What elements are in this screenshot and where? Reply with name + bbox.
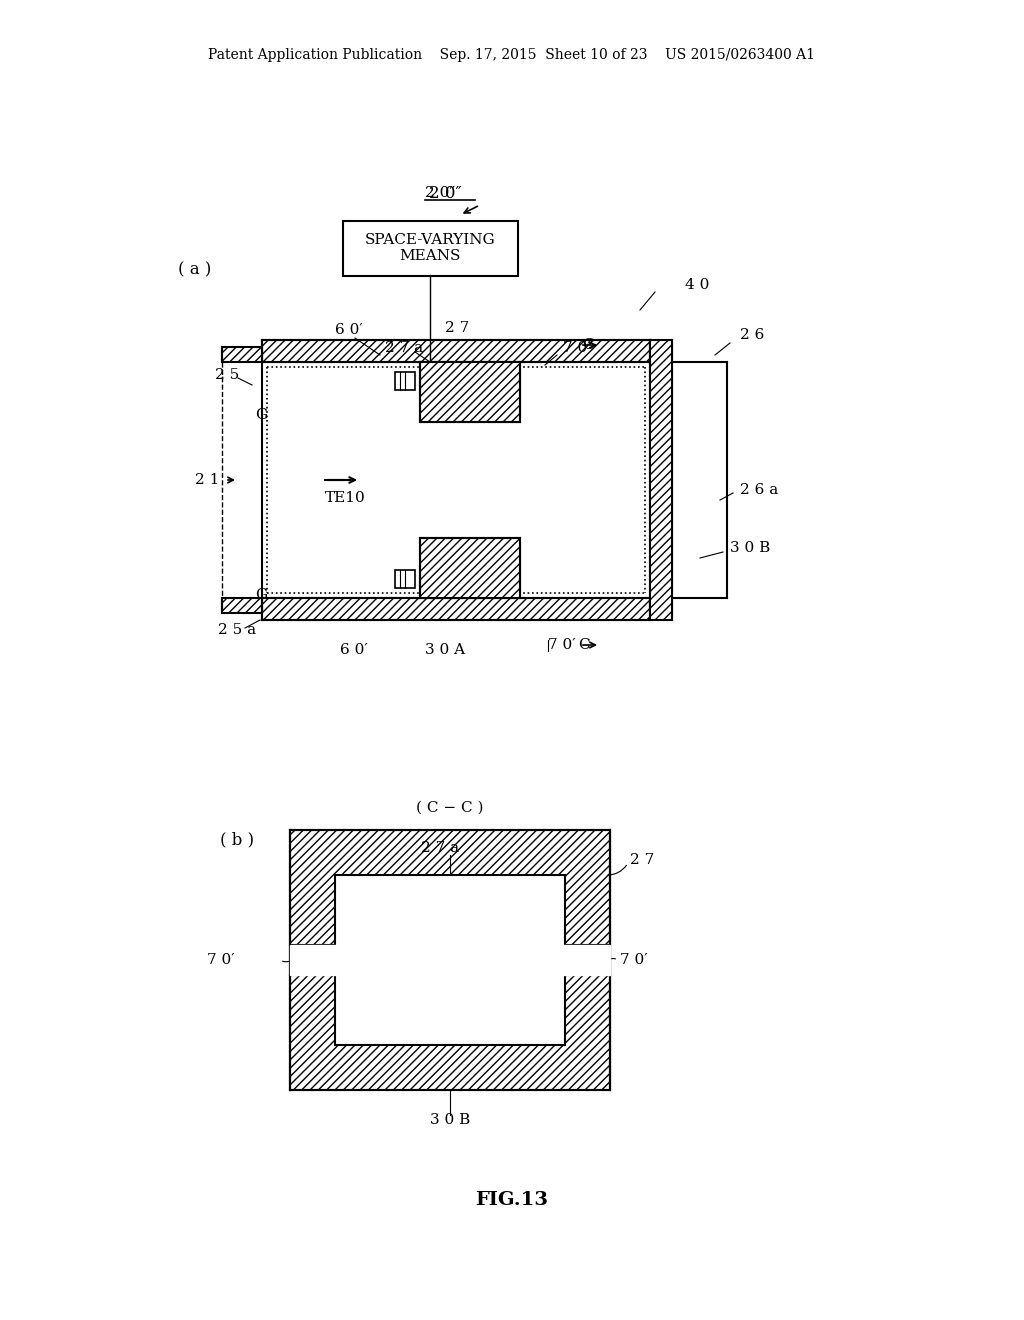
Text: SPACE-VARYING
MEANS: SPACE-VARYING MEANS <box>365 232 496 263</box>
Text: 3 0 B: 3 0 B <box>430 1113 470 1127</box>
Text: 2 6: 2 6 <box>740 327 764 342</box>
Text: TE10: TE10 <box>325 491 366 506</box>
Bar <box>335 875 565 1045</box>
Text: 6 0′: 6 0′ <box>335 323 362 337</box>
Text: ( C − C ): ( C − C ) <box>416 801 483 814</box>
Bar <box>262 598 650 620</box>
Text: 2 0″: 2 0″ <box>425 186 455 201</box>
Bar <box>395 570 415 587</box>
Text: 2 6 a: 2 6 a <box>740 483 778 498</box>
Text: 3 0 A: 3 0 A <box>425 643 465 657</box>
Text: FIG.13: FIG.13 <box>475 1191 549 1209</box>
Bar <box>395 372 415 389</box>
Text: 2 7: 2 7 <box>445 321 469 335</box>
Bar <box>262 341 650 362</box>
Text: C: C <box>578 638 590 652</box>
Bar <box>222 598 262 612</box>
Text: C: C <box>582 338 594 352</box>
Text: 3 0 B: 3 0 B <box>730 541 770 554</box>
Bar <box>563 945 610 975</box>
Text: G: G <box>255 408 267 422</box>
Text: 2 7 a: 2 7 a <box>385 341 423 355</box>
Text: Patent Application Publication    Sep. 17, 2015  Sheet 10 of 23    US 2015/02634: Patent Application Publication Sep. 17, … <box>209 48 815 62</box>
Text: 2 1: 2 1 <box>195 473 219 487</box>
Bar <box>222 347 262 362</box>
Bar <box>290 945 337 975</box>
Bar <box>650 341 672 620</box>
Text: 7 0′: 7 0′ <box>207 953 234 968</box>
Bar <box>290 830 610 1090</box>
Text: 2 7 a: 2 7 a <box>421 841 459 855</box>
Text: 7 0′: 7 0′ <box>620 953 648 968</box>
Bar <box>420 539 520 598</box>
Bar <box>343 220 518 276</box>
Text: 2 0″: 2 0″ <box>429 185 462 202</box>
Text: 2 7: 2 7 <box>630 853 654 867</box>
Text: 2 5 a: 2 5 a <box>218 623 256 638</box>
Text: 7 0′: 7 0′ <box>548 638 575 652</box>
Text: ( a ): ( a ) <box>178 261 211 279</box>
Text: 7 0′: 7 0′ <box>563 341 591 355</box>
Text: G: G <box>255 587 267 602</box>
Text: 2 5: 2 5 <box>215 368 240 381</box>
Bar <box>420 362 520 422</box>
Text: 6 0′: 6 0′ <box>340 643 368 657</box>
Text: 4 0: 4 0 <box>685 279 710 292</box>
Text: ( b ): ( b ) <box>220 832 254 849</box>
